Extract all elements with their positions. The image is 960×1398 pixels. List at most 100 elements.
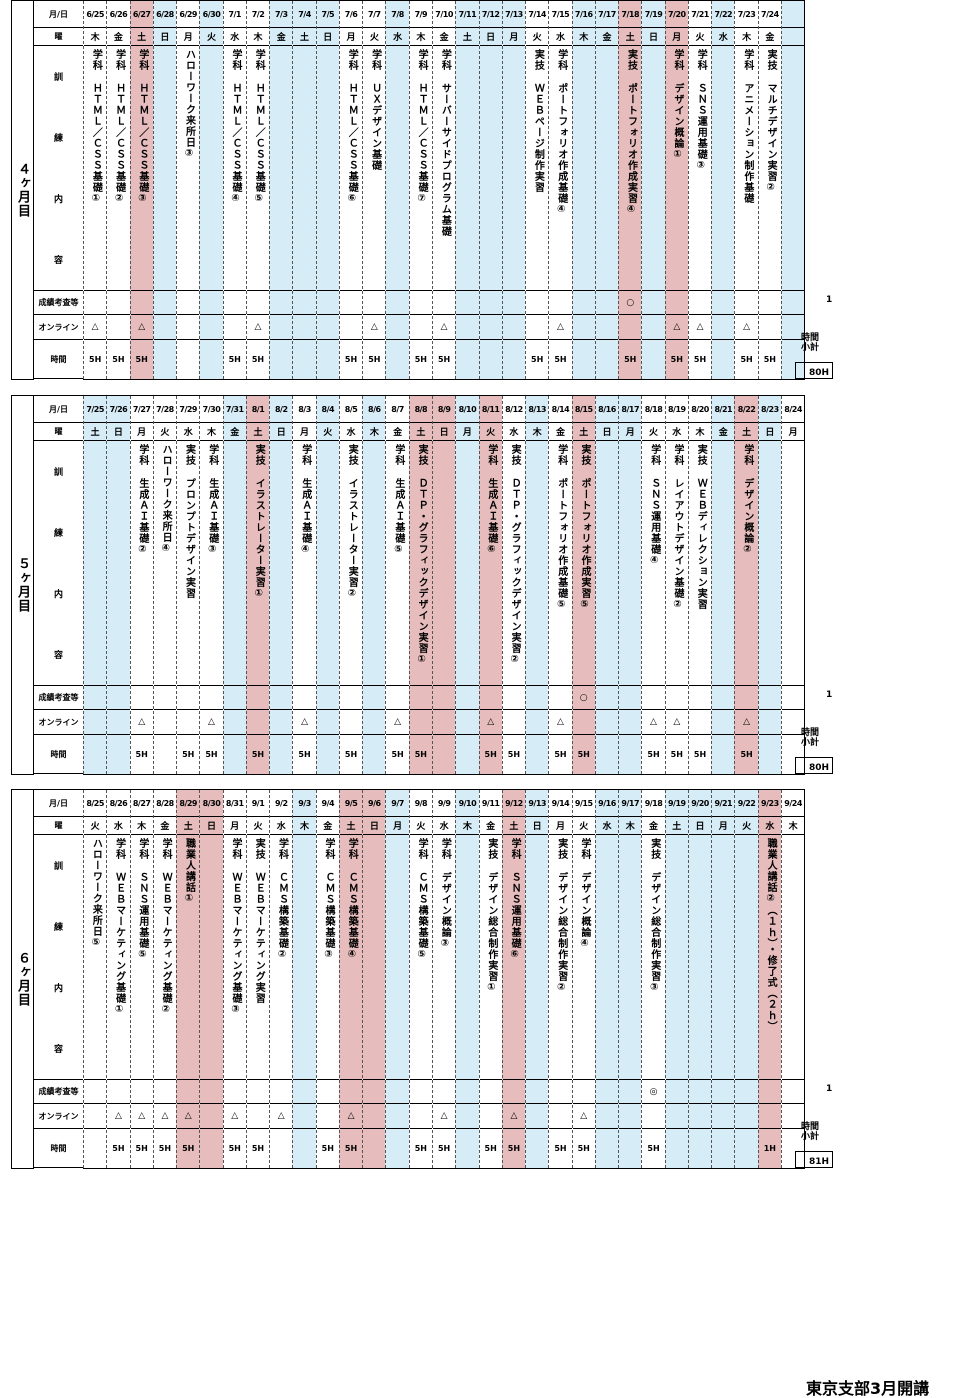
weekday-cell: 土 (619, 28, 642, 46)
hours-cell (712, 1129, 734, 1168)
training-content-cell (781, 46, 805, 291)
weekday-cell: 木 (246, 28, 270, 46)
weekday-cell: 木 (572, 28, 595, 46)
day-column: 6/28 日 (152, 1, 177, 379)
training-content-cell (316, 46, 339, 291)
day-column: 7/15 水学科 ポートフォリオ作成基礎④ △ 5H (548, 1, 572, 379)
training-content-cell (479, 46, 502, 291)
day-column: 7/16 木 (571, 1, 595, 379)
training-content-cell: 学科 ポートフォリオ作成基礎④ (549, 46, 572, 291)
eval-count: 1 (826, 295, 833, 305)
hours-cell: 5H (228, 1144, 241, 1153)
training-content-cell: 実技 イラストレーター実習① (246, 441, 270, 686)
row-label-mark: 成績考査等 (33, 1079, 84, 1104)
evaluation-cell (177, 291, 200, 315)
row-label-online: オンライン (33, 314, 84, 340)
weekday-cell: 火 (316, 423, 339, 441)
online-cell (246, 710, 270, 735)
weekday-cell: 月 (293, 423, 316, 441)
hours-cell (293, 1129, 315, 1168)
date-cell: 8/2 (270, 396, 293, 423)
training-content-cell (735, 835, 758, 1080)
hours-cell: 5H (158, 1144, 172, 1153)
date-cell: 7/27 (130, 396, 153, 423)
hours-cell (759, 735, 781, 774)
hours-cell: 5H (135, 750, 148, 759)
date-cell: 7/6 (339, 1, 363, 28)
hours-cell (712, 340, 734, 379)
training-text: 学科 ＷＥＢマーケティング基礎① (113, 838, 125, 1016)
hours-cell: 5H (624, 355, 637, 364)
hours-cell: 5H (89, 355, 102, 364)
training-content-cell: 学科 ＣＭＳ構築基礎⑤ (409, 835, 432, 1080)
online-cell (642, 1104, 665, 1129)
training-text: 実技 デザイン総合制作実習② (555, 838, 567, 994)
training-content-cell (665, 835, 688, 1080)
evaluation-cell (153, 1080, 177, 1104)
online-cell: △ (665, 710, 688, 735)
date-cell: 9/21 (712, 790, 735, 817)
online-cell (549, 1104, 572, 1129)
training-content-cell: 実技 ＤＴＰ・グラフィックデザイン実習② (502, 441, 526, 686)
day-column: 8/27 木学科 ＳＮＳ運用基礎⑤ △ 5H (129, 790, 153, 1168)
row-label-day: 曜 (33, 816, 84, 835)
day-column: 7/27 月学科 生成ＡＩ基礎② △ 5H (129, 396, 153, 774)
hours-cell (224, 735, 246, 774)
training-text: 学科 デザイン概論② (741, 444, 753, 556)
online-cell (479, 315, 502, 340)
training-content-cell (456, 46, 479, 291)
training-content-cell: 学科 ＳＮＳ運用基礎③ (688, 46, 712, 291)
training-content-cell (200, 46, 223, 291)
online-cell (456, 1104, 479, 1129)
date-cell: 7/12 (479, 1, 502, 28)
date-cell: 8/23 (758, 396, 781, 423)
training-text: ハローワーク来所日③ (183, 49, 195, 160)
date-cell: 8/18 (642, 396, 665, 423)
training-content-cell: 実技 プロンプトデザイン実習 (177, 441, 200, 686)
training-text: 学科 ＳＮＳ運用基礎⑤ (136, 838, 148, 961)
weekday-cell: 月 (502, 28, 526, 46)
training-text: 学科 ＣＭＳ構築基礎⑤ (416, 838, 428, 961)
date-cell: 7/2 (246, 1, 270, 28)
date-cell (781, 1, 805, 28)
day-column: 7/31 金 (222, 396, 246, 774)
hours-cell: 5H (577, 1144, 590, 1153)
weekday-cell: 火 (735, 817, 758, 835)
online-cell (177, 710, 200, 735)
evaluation-cell (386, 1080, 409, 1104)
training-text: 学科 ＣＭＳ構築基礎④ (346, 838, 358, 961)
time-subtotal-label: 時間 小計 (801, 333, 819, 354)
hours-cell (84, 735, 106, 774)
weekday-cell: 土 (246, 423, 270, 441)
date-cell: 8/25 (84, 790, 107, 817)
evaluation-cell (107, 1080, 130, 1104)
day-column: 8/5 水実技 イラストレーター実習② 5H (338, 396, 363, 774)
training-text: ハローワーク来所日⑤ (90, 838, 102, 949)
weekday-cell: 月 (665, 28, 688, 46)
day-column: 9/4 金学科 ＣＭＳ構築基礎③ 5H (315, 790, 339, 1168)
training-content-cell: 学科 生成ＡＩ基礎⑤ (386, 441, 409, 686)
day-column: 8/4 火 (315, 396, 339, 774)
online-cell (432, 710, 456, 735)
evaluation-cell (130, 291, 153, 315)
date-cell: 6/29 (177, 1, 200, 28)
date-cell: 8/11 (479, 396, 502, 423)
hours-cell (526, 735, 548, 774)
online-cell (246, 1104, 270, 1129)
online-cell: △ (130, 1104, 153, 1129)
hours-cell (526, 1129, 548, 1168)
training-content-cell: 学科 ＣＭＳ構築基礎② (270, 835, 293, 1080)
evaluation-cell (665, 1080, 688, 1104)
online-cell (409, 1104, 432, 1129)
schedule-grid: 7/25 土 7/26 日 7/27 月学科 生成ＡＩ基礎② △ 5H 7/28 火ハローワーク来… (83, 395, 806, 775)
weekday-cell: 月 (223, 817, 246, 835)
evaluation-cell (84, 291, 107, 315)
training-text: 実技 ポートフォリオ作成実習⑤ (578, 444, 590, 611)
training-content-cell (781, 835, 805, 1080)
hours-cell (107, 735, 129, 774)
training-text: 学科 ポートフォリオ作成基礎④ (555, 49, 567, 216)
online-cell: △ (386, 710, 409, 735)
row-label-date: 月/日 (33, 0, 84, 28)
training-text: 学科 ＳＮＳ運用基礎③ (695, 49, 707, 172)
weekday-cell: 月 (549, 817, 572, 835)
